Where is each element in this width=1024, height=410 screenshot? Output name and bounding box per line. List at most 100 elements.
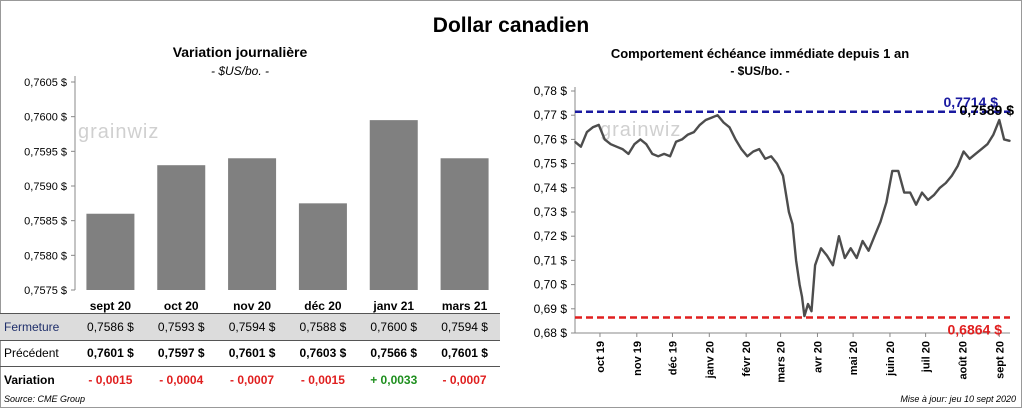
data-point: [746, 155, 749, 158]
x-tick-label: sept 20: [994, 341, 1006, 379]
x-tick-label: déc 19: [667, 341, 679, 375]
data-point: [980, 148, 983, 150]
y-tick-label: 0,76 $: [534, 132, 568, 146]
data-point: [734, 138, 737, 141]
x-tick-label: juin 20: [885, 341, 897, 377]
x-tick-label: févr 20: [741, 341, 753, 376]
data-point: [651, 153, 654, 155]
line-chart-reference-lines: 0,7714 $ 0,6864 $ 0,7589 $: [575, 94, 1014, 338]
bar-chart-watermark: grainwiz: [78, 121, 159, 143]
data-point: [974, 153, 977, 155]
right-chart-subtitle: - $US/bo. -: [730, 64, 790, 78]
x-tick-label: juil 20: [921, 341, 933, 373]
data-point: [752, 150, 755, 153]
table-cell: 0,7594 $: [441, 320, 488, 334]
table-cell: - 0,0007: [442, 373, 487, 387]
data-point: [586, 131, 588, 133]
data-point: [615, 145, 618, 148]
data-point: [663, 153, 665, 155]
data-point: [915, 203, 917, 206]
data-point: [764, 157, 766, 160]
data-point: [580, 145, 582, 148]
x-tick-label: janv 20: [704, 341, 716, 379]
table-cell: - 0,0015: [300, 373, 345, 387]
bar: [157, 165, 206, 290]
data-point: [645, 143, 648, 146]
x-tick-label: nov 19: [632, 341, 644, 376]
data-point: [776, 162, 778, 165]
y-tick-label: 0,7605 $: [24, 77, 67, 89]
data-point: [803, 315, 806, 317]
data-point: [879, 220, 882, 223]
y-tick-label: 0,7575 $: [24, 285, 67, 297]
data-point: [574, 141, 576, 143]
data-point: [621, 148, 624, 150]
row-label: Fermeture: [4, 320, 60, 334]
y-tick-label: 0,72 $: [534, 229, 568, 243]
data-point: [807, 303, 809, 305]
row-label: Variation: [4, 373, 55, 387]
data-point: [885, 201, 888, 204]
data-point: [968, 157, 971, 160]
data-point: [838, 235, 840, 237]
data-point: [849, 247, 852, 250]
x-tick-label: oct 20: [164, 299, 199, 313]
table-row-precedent: Précédent 0,7601 $ 0,7597 $ 0,7601 $ 0,7603…: [0, 340, 500, 366]
y-tick-label: 0,7590 $: [24, 181, 67, 193]
line-chart: 0,68 $ 0,69 $ 0,70 $ 0,71 $ 0,72 $ 0,73 $ 0,74…: [534, 84, 1015, 383]
data-point: [639, 138, 642, 141]
data-point: [770, 155, 772, 158]
y-tick-label: 0,77 $: [534, 108, 568, 122]
data-point: [627, 153, 630, 155]
watermark-text: grainwiz: [78, 121, 159, 143]
data-point: [855, 257, 858, 259]
data-point: [933, 194, 935, 196]
table-cell: 0,7597 $: [157, 346, 205, 360]
data-point: [992, 133, 995, 136]
data-point: [603, 138, 606, 141]
update-note: Mise à jour: jeu 10 sept 2020: [900, 394, 1016, 404]
data-point: [1009, 140, 1011, 142]
y-tick-label: 0,75 $: [534, 157, 568, 171]
data-point: [798, 283, 801, 286]
y-tick-label: 0,7600 $: [24, 112, 67, 124]
data-point: [716, 114, 719, 116]
series-line: [574, 113, 1011, 318]
data-point: [788, 211, 790, 213]
data-point: [897, 170, 900, 172]
left-chart-subtitle: - $US/bo. -: [210, 64, 270, 78]
x-tick-label: août 20: [957, 341, 969, 380]
main-title: Dollar canadien: [432, 14, 590, 37]
table-cell: - 0,0007: [230, 373, 275, 387]
bar: [228, 158, 277, 290]
x-tick-label: déc 20: [304, 299, 342, 313]
bar-chart-bars: [86, 120, 489, 290]
data-point: [597, 124, 600, 126]
data-point: [962, 150, 965, 153]
y-tick-label: 0,71 $: [534, 253, 568, 267]
table-cell: 0,7600 $: [370, 320, 418, 334]
data-point: [843, 257, 846, 259]
data-point: [909, 191, 911, 194]
high-reference-label: 0,7714 $: [944, 94, 999, 110]
y-tick-label: 0,7580 $: [24, 250, 67, 262]
data-point: [903, 191, 906, 194]
table-cell: 0,7594 $: [228, 320, 276, 334]
data-point: [810, 310, 813, 313]
y-tick-label: 0,73 $: [534, 205, 568, 219]
data-point: [986, 143, 989, 146]
data-point: [698, 124, 701, 126]
table-cell: + 0,0033: [370, 373, 418, 387]
row-label: Précédent: [4, 346, 59, 360]
data-point: [956, 165, 959, 167]
data-point: [1003, 138, 1005, 141]
x-tick-label: mars 21: [442, 299, 488, 313]
data-point: [681, 138, 683, 141]
data-point: [592, 126, 594, 129]
watermark-text: grainwiz: [600, 119, 681, 141]
table-cell: - 0,0015: [88, 373, 133, 387]
data-point: [633, 143, 636, 146]
data-point: [782, 174, 784, 177]
data-point: [710, 116, 713, 119]
last-value-label: 0,7589 $: [960, 102, 1015, 118]
